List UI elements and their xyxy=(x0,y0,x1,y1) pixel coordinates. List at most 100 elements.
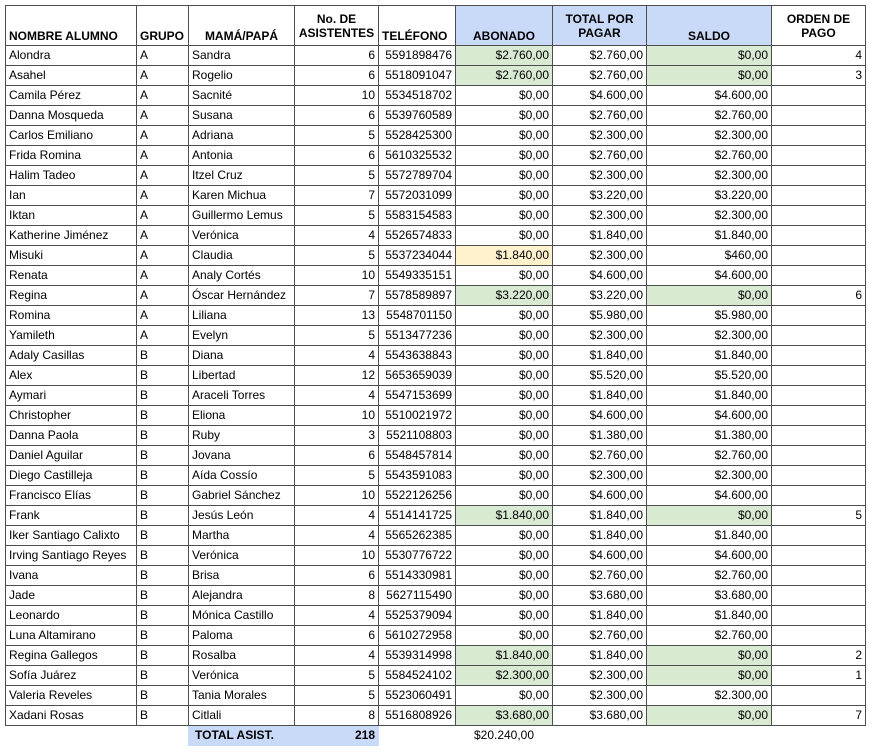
cell-saldo[interactable]: $1.840,00 xyxy=(646,385,772,406)
cell-total[interactable]: $4.600,00 xyxy=(552,85,647,106)
cell-orden[interactable]: 3 xyxy=(771,65,866,86)
cell-telefono[interactable]: 5521108803 xyxy=(378,425,456,446)
cell-abonado[interactable]: $2.760,00 xyxy=(455,65,553,86)
cell-nombre[interactable]: Iktan xyxy=(5,205,137,226)
cell-asistentes[interactable]: 4 xyxy=(294,605,379,626)
cell-telefono[interactable]: 5513477236 xyxy=(378,325,456,346)
cell-telefono[interactable]: 5525379094 xyxy=(378,605,456,626)
cell-asistentes[interactable]: 4 xyxy=(294,505,379,526)
cell-asistentes[interactable]: 4 xyxy=(294,385,379,406)
cell-total[interactable]: $2.300,00 xyxy=(552,245,647,266)
cell-padre[interactable]: Adriana xyxy=(188,125,295,146)
cell-saldo[interactable]: $2.300,00 xyxy=(646,165,772,186)
cell-total[interactable]: $4.600,00 xyxy=(552,545,647,566)
cell-orden[interactable] xyxy=(771,105,866,126)
cell-total[interactable]: $3.220,00 xyxy=(552,285,647,306)
cell-total[interactable]: $4.600,00 xyxy=(552,265,647,286)
cell-grupo[interactable]: A xyxy=(136,285,189,306)
cell-padre[interactable]: Antonia xyxy=(188,145,295,166)
cell-nombre[interactable]: Ian xyxy=(5,185,137,206)
cell-padre[interactable]: Araceli Torres xyxy=(188,385,295,406)
cell-total[interactable]: $4.600,00 xyxy=(552,485,647,506)
cell-telefono[interactable]: 5653659039 xyxy=(378,365,456,386)
cell-abonado[interactable]: $0,00 xyxy=(455,265,553,286)
cell-padre[interactable]: Jovana xyxy=(188,445,295,466)
cell-nombre[interactable]: Luna Altamirano xyxy=(5,625,137,646)
cell-orden[interactable]: 5 xyxy=(771,505,866,526)
cell-asistentes[interactable]: 10 xyxy=(294,85,379,106)
cell-grupo[interactable]: B xyxy=(136,345,189,366)
cell-abonado[interactable]: $0,00 xyxy=(455,305,553,326)
cell-saldo[interactable]: $2.760,00 xyxy=(646,625,772,646)
cell-nombre[interactable]: Ivana xyxy=(5,565,137,586)
cell-nombre[interactable]: Asahel xyxy=(5,65,137,86)
cell-grupo[interactable]: B xyxy=(136,365,189,386)
cell-saldo[interactable]: $2.760,00 xyxy=(646,105,772,126)
cell-padre[interactable]: Libertad xyxy=(188,365,295,386)
cell-grupo[interactable]: B xyxy=(136,505,189,526)
cell-grupo[interactable]: B xyxy=(136,625,189,646)
cell-asistentes[interactable]: 6 xyxy=(294,145,379,166)
cell-orden[interactable] xyxy=(771,345,866,366)
cell-grupo[interactable]: A xyxy=(136,305,189,326)
cell-asistentes[interactable]: 6 xyxy=(294,105,379,126)
cell-abonado[interactable]: $2.300,00 xyxy=(455,665,553,686)
cell-nombre[interactable]: Leonardo xyxy=(5,605,137,626)
cell-padre[interactable]: Evelyn xyxy=(188,325,295,346)
cell-grupo[interactable]: A xyxy=(136,105,189,126)
cell-telefono[interactable]: 5610272958 xyxy=(378,625,456,646)
cell-telefono[interactable]: 5543591083 xyxy=(378,465,456,486)
cell-asistentes[interactable]: 5 xyxy=(294,325,379,346)
cell-telefono[interactable]: 5610325532 xyxy=(378,145,456,166)
cell-asistentes[interactable]: 6 xyxy=(294,445,379,466)
cell-saldo[interactable]: $3.220,00 xyxy=(646,185,772,206)
cell-asistentes[interactable]: 5 xyxy=(294,125,379,146)
cell-telefono[interactable]: 5510021972 xyxy=(378,405,456,426)
cell-nombre[interactable]: Halim Tadeo xyxy=(5,165,137,186)
cell-total[interactable]: $2.760,00 xyxy=(552,625,647,646)
cell-orden[interactable] xyxy=(771,445,866,466)
cell-telefono[interactable]: 5548701150 xyxy=(378,305,456,326)
cell-total[interactable]: $2.300,00 xyxy=(552,125,647,146)
cell-padre[interactable]: Diana xyxy=(188,345,295,366)
cell-orden[interactable] xyxy=(771,125,866,146)
cell-nombre[interactable]: Carlos Emiliano xyxy=(5,125,137,146)
cell-asistentes[interactable]: 7 xyxy=(294,185,379,206)
cell-nombre[interactable]: Camila Pérez xyxy=(5,85,137,106)
cell-padre[interactable]: Tania Morales xyxy=(188,685,295,706)
cell-saldo[interactable]: $0,00 xyxy=(646,665,772,686)
cell-saldo[interactable]: $4.600,00 xyxy=(646,85,772,106)
cell-asistentes[interactable]: 10 xyxy=(294,405,379,426)
cell-nombre[interactable]: Alondra xyxy=(5,45,137,66)
cell-orden[interactable] xyxy=(771,625,866,646)
cell-abonado[interactable]: $1.840,00 xyxy=(455,645,553,666)
cell-saldo[interactable]: $4.600,00 xyxy=(646,545,772,566)
cell-padre[interactable]: Karen Michua xyxy=(188,185,295,206)
cell-orden[interactable]: 6 xyxy=(771,285,866,306)
cell-telefono[interactable]: 5548457814 xyxy=(378,445,456,466)
cell-padre[interactable]: Brisa xyxy=(188,565,295,586)
cell-nombre[interactable]: Regina xyxy=(5,285,137,306)
cell-abonado[interactable]: $0,00 xyxy=(455,365,553,386)
cell-saldo[interactable]: $2.760,00 xyxy=(646,565,772,586)
cell-abonado[interactable]: $0,00 xyxy=(455,185,553,206)
cell-saldo[interactable]: $0,00 xyxy=(646,705,772,726)
header-asistentes[interactable]: No. DE ASISTENTES xyxy=(294,5,379,46)
header-saldo[interactable]: SALDO xyxy=(646,5,772,46)
cell-abonado[interactable]: $3.220,00 xyxy=(455,285,553,306)
cell-abonado[interactable]: $1.840,00 xyxy=(455,245,553,266)
cell-total[interactable]: $3.680,00 xyxy=(552,705,647,726)
cell-orden[interactable] xyxy=(771,525,866,546)
cell-saldo[interactable]: $5.520,00 xyxy=(646,365,772,386)
cell-total[interactable]: $2.760,00 xyxy=(552,565,647,586)
cell-nombre[interactable]: Sofía Juárez xyxy=(5,665,137,686)
cell-total[interactable]: $1.840,00 xyxy=(552,345,647,366)
cell-orden[interactable] xyxy=(771,145,866,166)
abonado-sum-value[interactable]: $20.240,00 xyxy=(473,728,535,743)
cell-telefono[interactable]: 5523060491 xyxy=(378,685,456,706)
cell-abonado[interactable]: $0,00 xyxy=(455,225,553,246)
cell-grupo[interactable]: A xyxy=(136,185,189,206)
cell-orden[interactable]: 2 xyxy=(771,645,866,666)
cell-asistentes[interactable]: 6 xyxy=(294,65,379,86)
cell-total[interactable]: $4.600,00 xyxy=(552,405,647,426)
